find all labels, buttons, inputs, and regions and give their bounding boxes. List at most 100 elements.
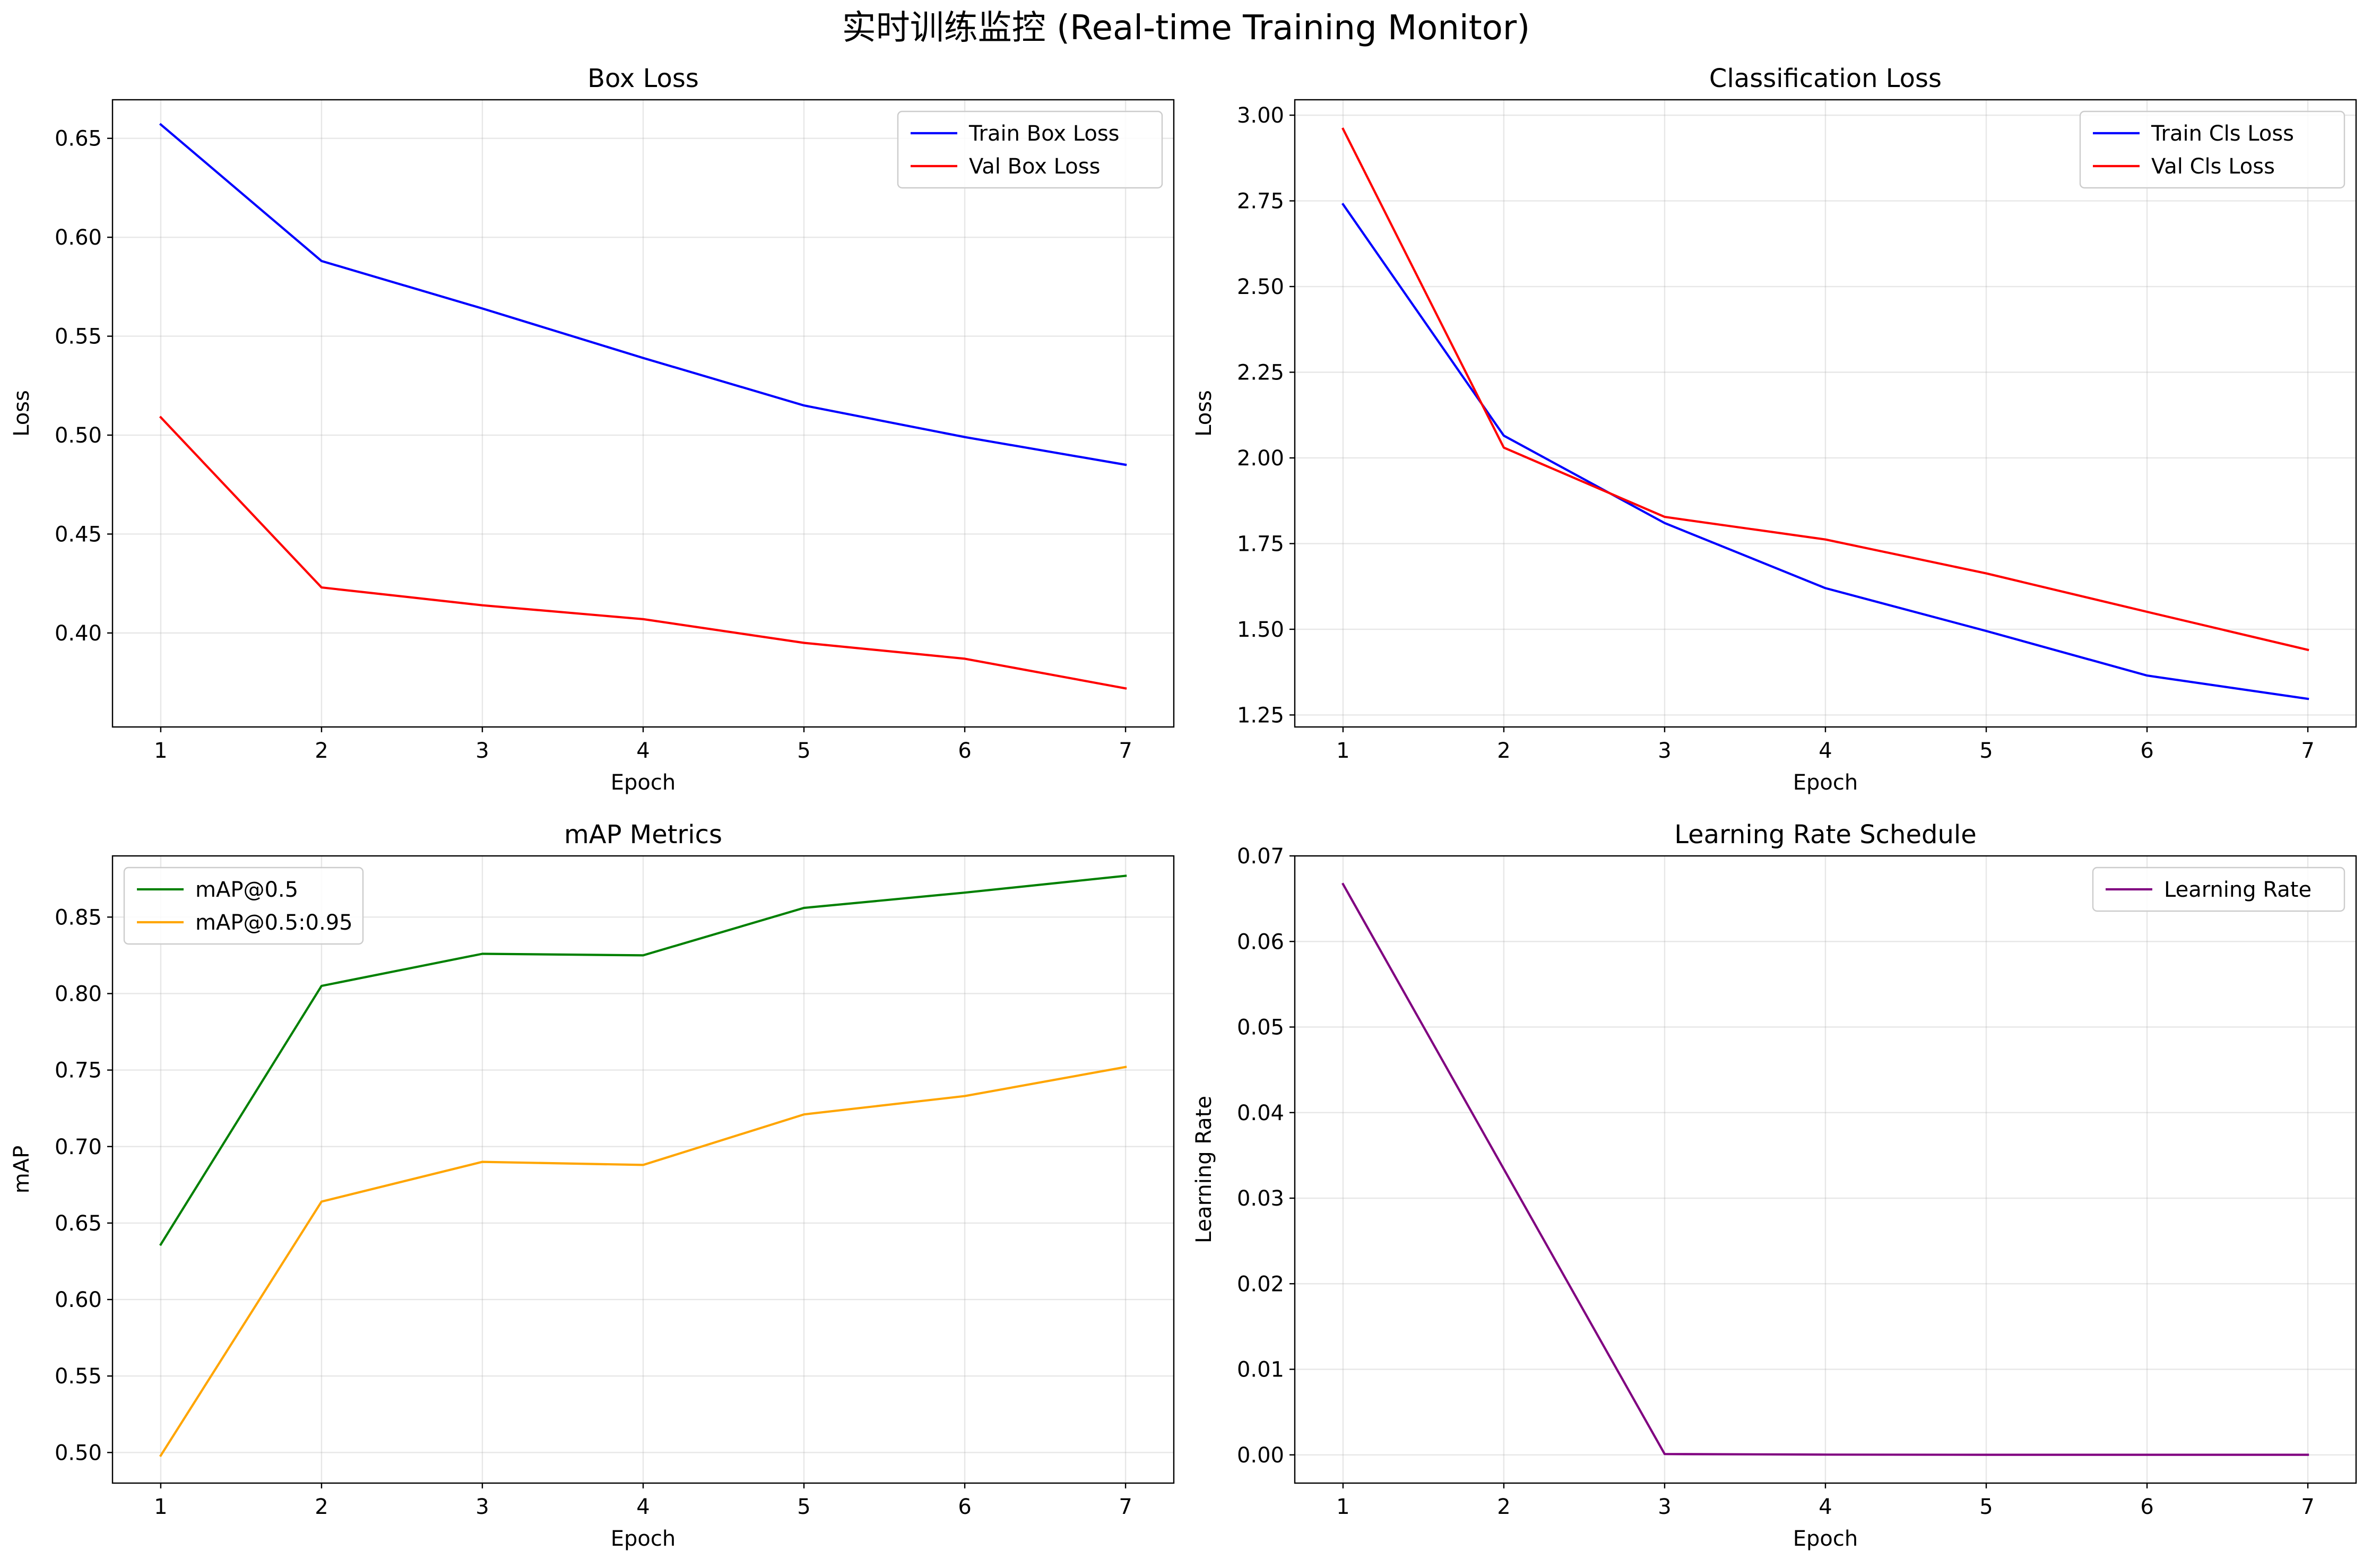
legend-label-2: Val Cls Loss xyxy=(2151,154,2275,179)
legend: Train Box Loss Val Box Loss xyxy=(897,110,1163,189)
y-tick-label: 1.75 xyxy=(1237,532,1284,556)
x-tick-label: 7 xyxy=(1119,1495,1132,1519)
chart-title: Box Loss xyxy=(587,64,699,93)
plot-area xyxy=(1295,100,2356,727)
y-tick-label: 0.05 xyxy=(1237,1016,1284,1040)
chart-panel-1: 1 2 3 4 5 6 7 0.40 0.45 0.50 0.55 0.60 0.65 Box Loss E… xyxy=(10,64,1175,795)
y-tick-label: 0.02 xyxy=(1237,1272,1284,1296)
legend: mAP@0.5 mAP@0.5:0.95 xyxy=(123,867,364,945)
series-line-2 xyxy=(159,415,1127,690)
y-tick-label: 0.00 xyxy=(1237,1443,1284,1468)
x-tick-label: 5 xyxy=(797,739,810,763)
series-line-2 xyxy=(1341,127,2309,652)
figure-title: 实时训练监控 (Real-time Training Monitor) xyxy=(842,8,1530,48)
legend-label-1: Train Box Loss xyxy=(968,122,1120,146)
y-tick-label: 0.50 xyxy=(55,423,102,448)
x-tick-label: 2 xyxy=(1497,739,1510,763)
legend-label-1: Train Cls Loss xyxy=(2151,122,2294,146)
y-axis-label: Loss xyxy=(10,390,34,437)
x-tick-label: 3 xyxy=(475,739,489,763)
y-tick-label: 0.40 xyxy=(55,621,102,646)
x-tick-label: 3 xyxy=(1658,1495,1671,1519)
x-tick-label: 7 xyxy=(2301,1495,2314,1519)
x-tick-label: 1 xyxy=(1336,1495,1349,1519)
y-tick-label: 0.06 xyxy=(1237,930,1284,954)
y-tick-label: 3.00 xyxy=(1237,103,1284,128)
x-tick-label: 4 xyxy=(636,739,650,763)
legend-box xyxy=(897,110,1163,189)
x-tick-label: 1 xyxy=(154,1495,167,1519)
series-line-1 xyxy=(159,123,1127,466)
legend-box xyxy=(2092,867,2345,912)
x-tick-label: 3 xyxy=(1658,739,1671,763)
chart-panel-4: 1 2 3 4 5 6 7 0.00 0.01 0.02 0.03 0.04 0.05 0.06 0.07 L… xyxy=(1192,820,2357,1551)
y-tick-label: 0.55 xyxy=(55,325,102,349)
y-tick-label: 0.07 xyxy=(1237,844,1284,869)
chart-panel-2: 1 2 3 4 5 6 7 1.25 1.50 1.75 2.00 2.25 2.50 2.75 3.00 C… xyxy=(1192,64,2357,795)
x-tick-label: 7 xyxy=(1119,739,1132,763)
legend: Train Cls Loss Val Cls Loss xyxy=(2079,110,2345,189)
y-tick-label: 1.25 xyxy=(1237,703,1284,727)
x-tick-label: 2 xyxy=(1497,1495,1510,1519)
x-tick-label: 1 xyxy=(1336,739,1349,763)
x-axis-label: Epoch xyxy=(611,1527,676,1551)
x-tick-label: 7 xyxy=(2301,739,2314,763)
y-tick-label: 0.65 xyxy=(55,1211,102,1236)
x-tick-label: 3 xyxy=(475,1495,489,1519)
x-axis-label: Epoch xyxy=(1793,770,1858,795)
series-line-1 xyxy=(159,874,1127,1246)
y-tick-label: 0.80 xyxy=(55,982,102,1006)
legend-box xyxy=(123,867,364,945)
y-tick-label: 0.55 xyxy=(55,1364,102,1389)
legend: Learning Rate xyxy=(2092,867,2345,912)
y-axis-label: Learning Rate xyxy=(1192,1096,1216,1243)
x-tick-label: 6 xyxy=(2140,739,2153,763)
x-tick-label: 4 xyxy=(636,1495,650,1519)
y-tick-label: 0.85 xyxy=(55,905,102,930)
y-tick-label: 2.75 xyxy=(1237,189,1284,214)
x-tick-label: 4 xyxy=(1819,739,1832,763)
y-axis-label: mAP xyxy=(10,1146,34,1193)
y-tick-label: 0.45 xyxy=(55,522,102,547)
x-tick-label: 1 xyxy=(154,739,167,763)
x-tick-label: 5 xyxy=(797,1495,810,1519)
series-line-1 xyxy=(1341,882,2309,1456)
plot-area xyxy=(112,100,1174,727)
grid xyxy=(112,100,1174,727)
chart-title: Learning Rate Schedule xyxy=(1674,820,1977,850)
y-tick-label: 2.25 xyxy=(1237,360,1284,385)
x-tick-label: 5 xyxy=(1979,739,1993,763)
y-tick-label: 0.60 xyxy=(55,1288,102,1312)
y-tick-label: 0.70 xyxy=(55,1135,102,1159)
x-tick-label: 6 xyxy=(958,739,971,763)
grid xyxy=(112,856,1174,1483)
legend-label-2: Val Box Loss xyxy=(969,154,1100,179)
legend-box xyxy=(2079,110,2345,189)
legend-label-2: mAP@0.5:0.95 xyxy=(195,911,353,935)
y-axis-label: Loss xyxy=(1192,390,1216,437)
y-tick-label: 2.00 xyxy=(1237,446,1284,471)
series-line-2 xyxy=(159,1065,1127,1457)
y-tick-label: 0.01 xyxy=(1237,1358,1284,1382)
y-tick-label: 2.50 xyxy=(1237,275,1284,299)
y-tick-label: 1.50 xyxy=(1237,618,1284,642)
x-tick-label: 6 xyxy=(2140,1495,2153,1519)
plot-area xyxy=(1295,856,2356,1483)
x-tick-label: 2 xyxy=(315,739,328,763)
x-tick-label: 6 xyxy=(958,1495,971,1519)
chart-title: Classification Loss xyxy=(1709,64,1942,93)
y-tick-label: 0.04 xyxy=(1237,1101,1284,1125)
y-tick-label: 0.75 xyxy=(55,1059,102,1083)
y-tick-label: 0.65 xyxy=(55,127,102,151)
x-axis-label: Epoch xyxy=(1793,1527,1858,1551)
chart-panels: 1 2 3 4 5 6 7 0.40 0.45 0.50 0.55 0.60 0.65 Box Loss E… xyxy=(10,64,2357,1551)
series-line-1 xyxy=(1341,203,2309,700)
x-tick-label: 4 xyxy=(1819,1495,1832,1519)
plot-area xyxy=(112,856,1174,1483)
y-tick-label: 0.60 xyxy=(55,226,102,250)
chart-panel-3: 1 2 3 4 5 6 7 0.50 0.55 0.60 0.65 0.70 0.75 0.80 0.85 m… xyxy=(10,820,1175,1551)
chart-title: mAP Metrics xyxy=(564,820,722,850)
legend-label-1: Learning Rate xyxy=(2164,878,2312,902)
